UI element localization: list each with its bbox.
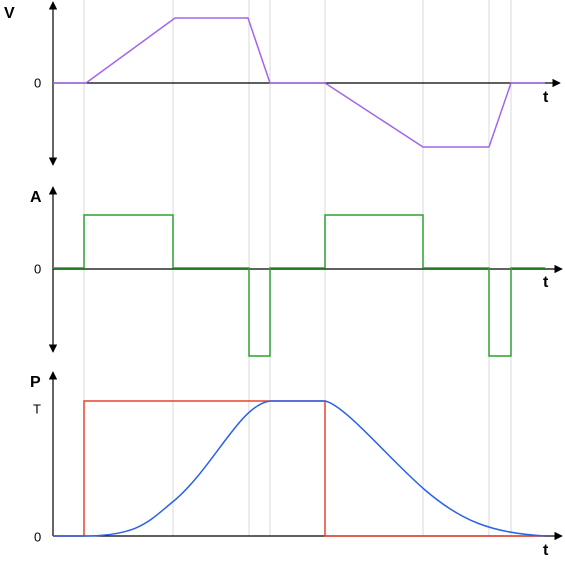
time-label: t xyxy=(543,89,549,106)
acceleration-curve xyxy=(53,214,545,357)
time-label: t xyxy=(543,274,549,291)
zero-label: 0 xyxy=(34,529,41,544)
zero-label: 0 xyxy=(34,75,41,90)
level-label: T xyxy=(33,401,41,416)
position-curve xyxy=(53,400,546,537)
time-label: t xyxy=(543,542,549,559)
acceleration-panel: A 0 t xyxy=(30,186,563,357)
position-panel: P T 0 t xyxy=(30,371,563,559)
axis-label: P xyxy=(30,374,41,391)
axis-label: V xyxy=(4,5,15,22)
velocity-panel: V 0 t xyxy=(4,1,561,166)
axis-label: A xyxy=(30,189,42,206)
zero-label: 0 xyxy=(34,261,41,276)
pulse-curve xyxy=(53,400,545,537)
velocity-curve xyxy=(53,17,545,148)
